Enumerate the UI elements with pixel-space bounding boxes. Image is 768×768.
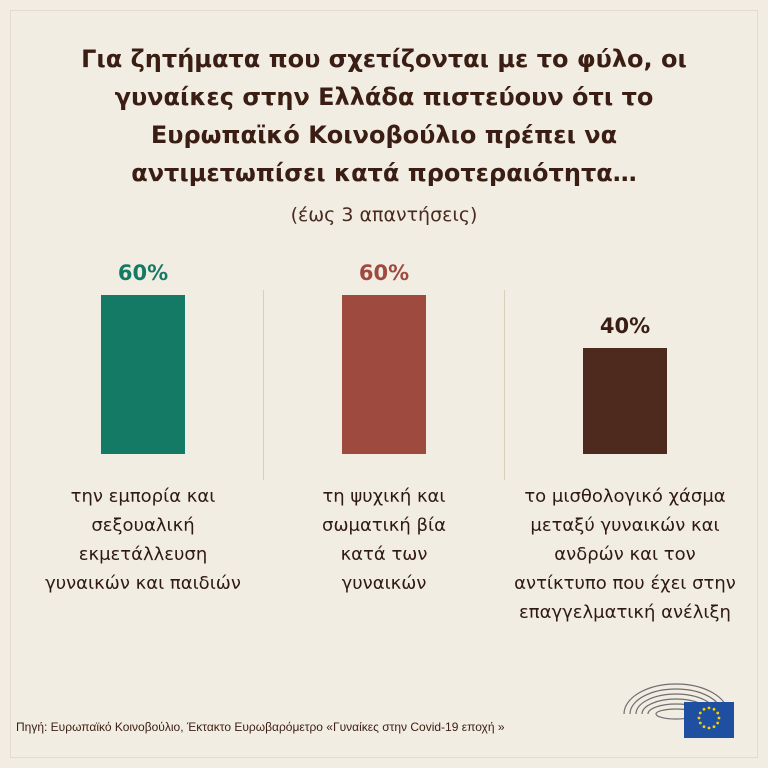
value-label: 60% [117, 260, 169, 285]
value-label: 40% [599, 313, 651, 338]
chart-title: Για ζητήματα που σχετίζονται με το φύλο,… [81, 45, 687, 187]
page-frame [10, 10, 758, 758]
bar-area: 60% [259, 261, 509, 454]
bar [583, 347, 667, 454]
bar-area: 60% [18, 261, 268, 454]
value-label: 60% [358, 260, 410, 285]
bar-area: 40% [500, 270, 750, 454]
category-label: την εμπορία και σεξουαλική εκμετάλλευση … [45, 486, 241, 594]
bar [101, 294, 185, 454]
bar-group-2: 60% τη ψυχική και σωματική βία κατά των … [259, 261, 509, 650]
chart-subtitle: (έως 3 απαντήσεις) [290, 204, 478, 226]
bar-group-3: 40% το μισθολογικό χάσμα μεταξύ γυναικών… [500, 270, 750, 650]
bar [342, 294, 426, 454]
category-label: το μισθολογικό χάσμα μεταξύ γυναικών και… [514, 486, 736, 623]
european-parliament-logo [623, 683, 734, 738]
category-label: τη ψυχική και σωματική βία κατά των γυνα… [322, 486, 446, 594]
bar-group-1: 60% την εμπορία και σεξουαλική εκμετάλλε… [18, 261, 268, 650]
column-divider [504, 290, 505, 480]
source-note: Πηγή: Ευρωπαϊκό Κοινοβούλιο, Έκτακτο Ευρ… [16, 720, 505, 734]
column-divider [263, 290, 264, 480]
